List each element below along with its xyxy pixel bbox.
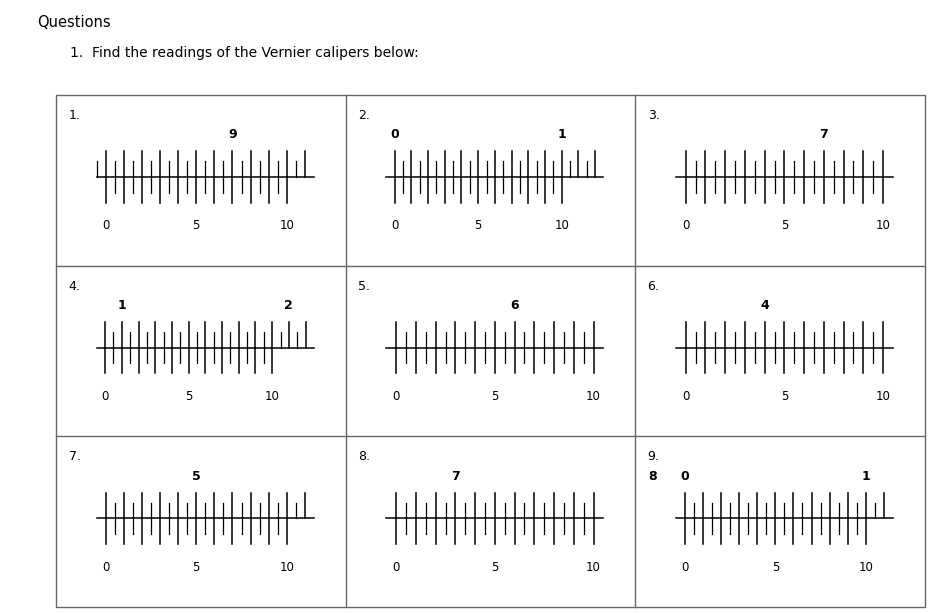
Text: 7: 7 xyxy=(820,128,828,142)
Text: 6: 6 xyxy=(510,299,519,312)
Text: 5: 5 xyxy=(491,390,499,403)
Text: 5: 5 xyxy=(772,560,779,574)
Text: 1.  Find the readings of the Vernier calipers below:: 1. Find the readings of the Vernier cali… xyxy=(70,46,419,60)
Text: 10: 10 xyxy=(876,390,890,403)
Text: 1: 1 xyxy=(117,299,126,312)
Text: 4.: 4. xyxy=(69,280,81,292)
Text: 1: 1 xyxy=(558,128,566,142)
Text: 0: 0 xyxy=(393,390,400,403)
Text: 4: 4 xyxy=(761,299,769,312)
Text: 5: 5 xyxy=(192,219,200,232)
Text: 5: 5 xyxy=(474,219,482,232)
Text: 5.: 5. xyxy=(358,280,370,292)
Text: 8.: 8. xyxy=(358,451,370,463)
Text: 5: 5 xyxy=(780,219,788,232)
Text: 10: 10 xyxy=(279,560,294,574)
Text: 0: 0 xyxy=(681,560,688,574)
Text: 10: 10 xyxy=(586,560,601,574)
Text: 0: 0 xyxy=(102,219,110,232)
Text: 7: 7 xyxy=(451,470,460,482)
Text: 2: 2 xyxy=(285,299,293,312)
Text: 7.: 7. xyxy=(69,451,81,463)
Text: 0: 0 xyxy=(391,128,399,142)
Text: 1.: 1. xyxy=(69,109,81,122)
Text: 3.: 3. xyxy=(648,109,659,122)
Text: 0: 0 xyxy=(681,470,689,482)
Text: 5: 5 xyxy=(780,390,788,403)
Text: 10: 10 xyxy=(279,219,294,232)
Text: 9.: 9. xyxy=(648,451,659,463)
Text: 0: 0 xyxy=(101,390,109,403)
Text: 1: 1 xyxy=(861,470,870,482)
Text: 10: 10 xyxy=(554,219,569,232)
Text: Questions: Questions xyxy=(38,15,111,30)
Text: 0: 0 xyxy=(102,560,110,574)
Text: 10: 10 xyxy=(876,219,890,232)
Text: 8: 8 xyxy=(649,470,657,482)
Text: 5: 5 xyxy=(491,560,499,574)
Text: 5: 5 xyxy=(185,390,192,403)
Text: 5: 5 xyxy=(192,560,200,574)
Text: 10: 10 xyxy=(265,390,280,403)
Text: 5: 5 xyxy=(192,470,201,482)
Text: 6.: 6. xyxy=(648,280,659,292)
Text: 0: 0 xyxy=(393,560,400,574)
Text: 0: 0 xyxy=(682,390,689,403)
Text: 10: 10 xyxy=(858,560,873,574)
Text: 9: 9 xyxy=(228,128,237,142)
Text: 0: 0 xyxy=(391,219,398,232)
Text: 2.: 2. xyxy=(358,109,370,122)
Text: 0: 0 xyxy=(682,219,689,232)
Text: 10: 10 xyxy=(586,390,601,403)
